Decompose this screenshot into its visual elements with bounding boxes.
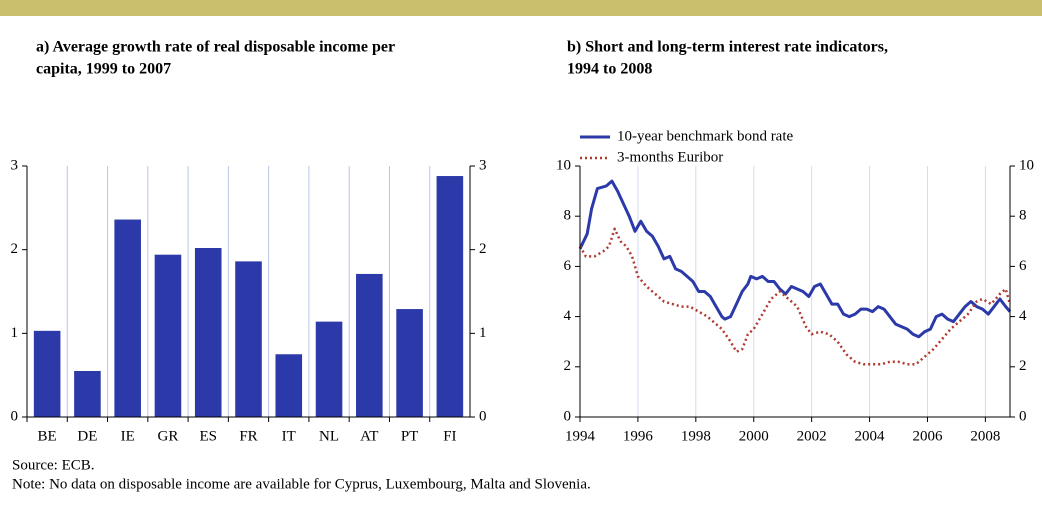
y-tick-label: 0: [11, 408, 19, 424]
x-tick-label: 1998: [681, 428, 711, 444]
chart-title: a) Average growth rate of real disposabl…: [36, 39, 395, 56]
y-tick-label: 3: [11, 157, 19, 173]
header-band: [0, 0, 1042, 16]
bar: [275, 354, 303, 417]
x-tick-label: 2000: [739, 428, 769, 444]
y-tick-label: 2: [11, 241, 19, 257]
bar: [154, 254, 182, 417]
x-tick-label: 2002: [797, 428, 827, 444]
x-tick-label: 2006: [912, 428, 943, 444]
chart-title: capita, 1999 to 2007: [36, 61, 171, 78]
y-tick-label: 2: [564, 358, 572, 374]
y-tick-label: 6: [564, 258, 572, 274]
y2-tick-label: 2: [479, 241, 487, 257]
y-tick-label: 4: [564, 308, 572, 324]
x-tick-label: IE: [121, 428, 135, 444]
series-line: [578, 179, 1012, 339]
y2-tick-label: 10: [1019, 157, 1034, 173]
legend-label: 10-year benchmark bond rate: [617, 128, 794, 144]
x-tick-label: NL: [319, 428, 339, 444]
x-tick-label: PT: [401, 428, 419, 444]
bar: [194, 247, 222, 417]
y2-tick-label: 3: [479, 157, 487, 173]
chart-title: 1994 to 2008: [567, 61, 652, 78]
y2-tick-label: 2: [1019, 358, 1027, 374]
y-tick-label: 0: [564, 408, 572, 424]
y2-tick-label: 0: [479, 408, 487, 424]
bar: [356, 273, 383, 417]
y-tick-label: 10: [556, 157, 571, 173]
x-tick-label: 2008: [970, 428, 1000, 444]
x-tick-label: 2004: [855, 428, 886, 444]
bar: [33, 330, 61, 417]
note: Note: No data on disposable income are a…: [12, 476, 591, 492]
y-tick-label: 1: [11, 325, 19, 341]
bar: [235, 261, 262, 417]
bar: [396, 309, 423, 417]
y2-tick-label: 1: [479, 325, 487, 341]
y2-tick-label: 6: [1019, 258, 1027, 274]
x-tick-label: FR: [239, 428, 257, 444]
x-tick-label: FI: [443, 428, 456, 444]
x-tick-label: IT: [282, 428, 296, 444]
x-tick-label: ES: [199, 428, 217, 444]
x-tick-label: 1996: [623, 428, 654, 444]
bar: [114, 219, 141, 417]
chart-title: b) Short and long-term interest rate ind…: [567, 39, 888, 56]
x-tick-label: DE: [77, 428, 97, 444]
x-tick-label: BE: [38, 428, 57, 444]
x-tick-label: GR: [158, 428, 179, 444]
x-tick-label: 1994: [565, 428, 596, 444]
y2-tick-label: 0: [1019, 408, 1027, 424]
bar: [74, 370, 101, 417]
source: Source: ECB.: [12, 457, 95, 473]
x-tick-label: AT: [360, 428, 378, 444]
y2-tick-label: 8: [1019, 208, 1027, 224]
bar: [436, 176, 464, 417]
legend-label: 3-months Euribor: [617, 149, 723, 165]
y2-tick-label: 4: [1019, 308, 1027, 324]
y-tick-label: 8: [564, 208, 572, 224]
series-line: [578, 227, 1012, 366]
bar: [315, 321, 343, 417]
